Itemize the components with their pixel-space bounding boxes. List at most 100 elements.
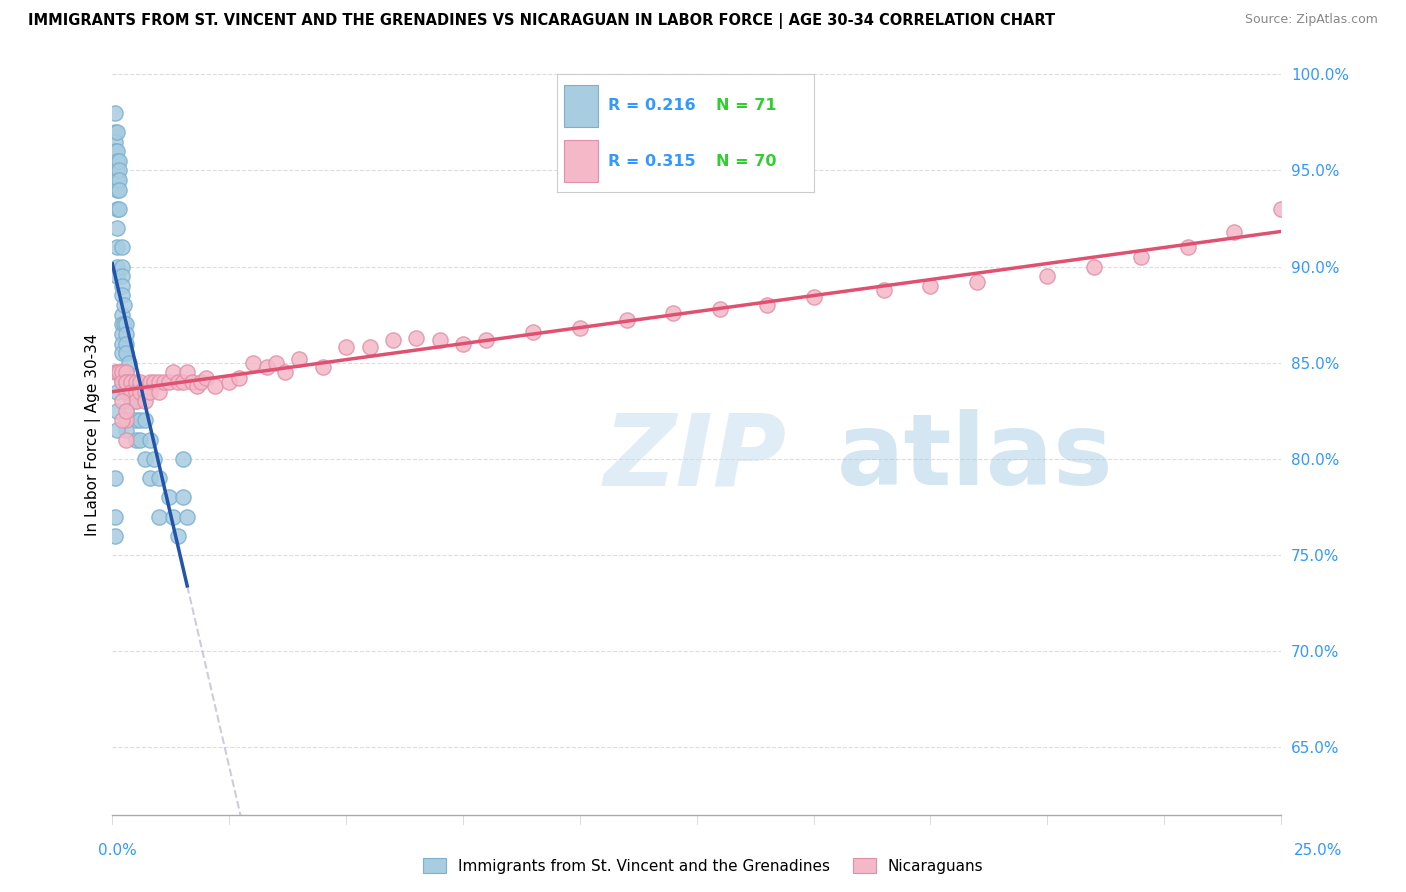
Point (120, 375, 142, 389)
Point (242, 356, 264, 370)
Point (125, 375, 148, 389)
Point (115, 413, 138, 427)
Point (190, 375, 212, 389)
Point (115, 375, 138, 389)
Point (111, 240, 134, 254)
Point (111, 278, 134, 293)
Point (1129, 250, 1152, 264)
Point (105, 153, 128, 168)
Point (920, 278, 942, 293)
Point (111, 365, 134, 379)
Point (115, 336, 138, 351)
Point (115, 433, 138, 447)
Point (274, 365, 297, 379)
Point (148, 375, 170, 389)
Point (120, 394, 142, 409)
Point (381, 333, 404, 347)
Point (115, 384, 138, 399)
Point (139, 384, 162, 399)
Point (111, 260, 134, 274)
Point (125, 394, 148, 409)
Point (139, 433, 162, 447)
Point (105, 260, 128, 274)
Point (143, 375, 166, 389)
Point (104, 529, 127, 543)
Point (134, 394, 156, 409)
Point (111, 375, 134, 389)
Point (134, 413, 156, 427)
Point (148, 384, 170, 399)
Point (288, 351, 311, 366)
Point (194, 371, 217, 385)
Point (172, 375, 194, 389)
Point (873, 283, 896, 297)
Point (115, 365, 138, 379)
Point (475, 333, 498, 347)
Point (108, 163, 131, 178)
Text: IMMIGRANTS FROM ST. VINCENT AND THE GRENADINES VS NICARAGUAN IN LABOR FORCE | AG: IMMIGRANTS FROM ST. VINCENT AND THE GREN… (28, 13, 1056, 29)
Point (451, 336, 474, 351)
Point (129, 384, 152, 399)
Point (218, 375, 240, 389)
Point (115, 404, 138, 418)
Point (157, 491, 180, 505)
Point (104, 145, 127, 159)
Point (129, 413, 152, 427)
Point (120, 384, 142, 399)
Point (115, 404, 138, 418)
Point (125, 413, 148, 427)
Point (125, 433, 148, 447)
Point (162, 509, 184, 524)
Point (111, 318, 134, 332)
Point (662, 306, 685, 320)
Point (115, 346, 138, 360)
Text: Source: ZipAtlas.com: Source: ZipAtlas.com (1244, 13, 1378, 27)
Point (111, 308, 134, 322)
Point (108, 183, 131, 197)
Point (115, 365, 138, 379)
Point (405, 331, 427, 345)
Point (228, 371, 250, 385)
Point (111, 375, 134, 389)
Point (172, 451, 194, 466)
Point (111, 413, 134, 427)
Point (157, 375, 180, 389)
Point (129, 433, 152, 447)
Point (153, 375, 176, 389)
Point (111, 365, 134, 379)
Point (143, 451, 166, 466)
Text: 0.0%: 0.0% (98, 843, 138, 858)
Point (118, 356, 141, 370)
Point (359, 340, 381, 354)
Point (104, 135, 127, 149)
Point (162, 365, 184, 379)
Point (125, 394, 148, 409)
Point (105, 202, 128, 216)
Point (105, 163, 128, 178)
Point (755, 298, 778, 312)
Point (105, 365, 128, 379)
Legend: Immigrants from St. Vincent and the Grenadines, Nicaraguans: Immigrants from St. Vincent and the Gren… (416, 852, 990, 880)
Point (803, 290, 825, 304)
Point (104, 471, 127, 485)
Point (120, 375, 142, 389)
Point (335, 340, 357, 354)
Point (1177, 240, 1199, 254)
Point (105, 125, 128, 139)
Point (312, 359, 335, 374)
Point (105, 221, 128, 235)
Point (180, 375, 202, 389)
Point (105, 423, 128, 437)
Point (139, 471, 162, 485)
Point (1270, 202, 1292, 216)
Point (568, 321, 591, 335)
Point (108, 173, 131, 187)
Point (115, 375, 138, 389)
Point (111, 346, 134, 360)
Y-axis label: In Labor Force | Age 30-34: In Labor Force | Age 30-34 (86, 334, 101, 536)
Point (104, 365, 127, 379)
Point (104, 509, 127, 524)
Point (105, 145, 128, 159)
Point (966, 275, 988, 289)
Point (616, 313, 638, 327)
